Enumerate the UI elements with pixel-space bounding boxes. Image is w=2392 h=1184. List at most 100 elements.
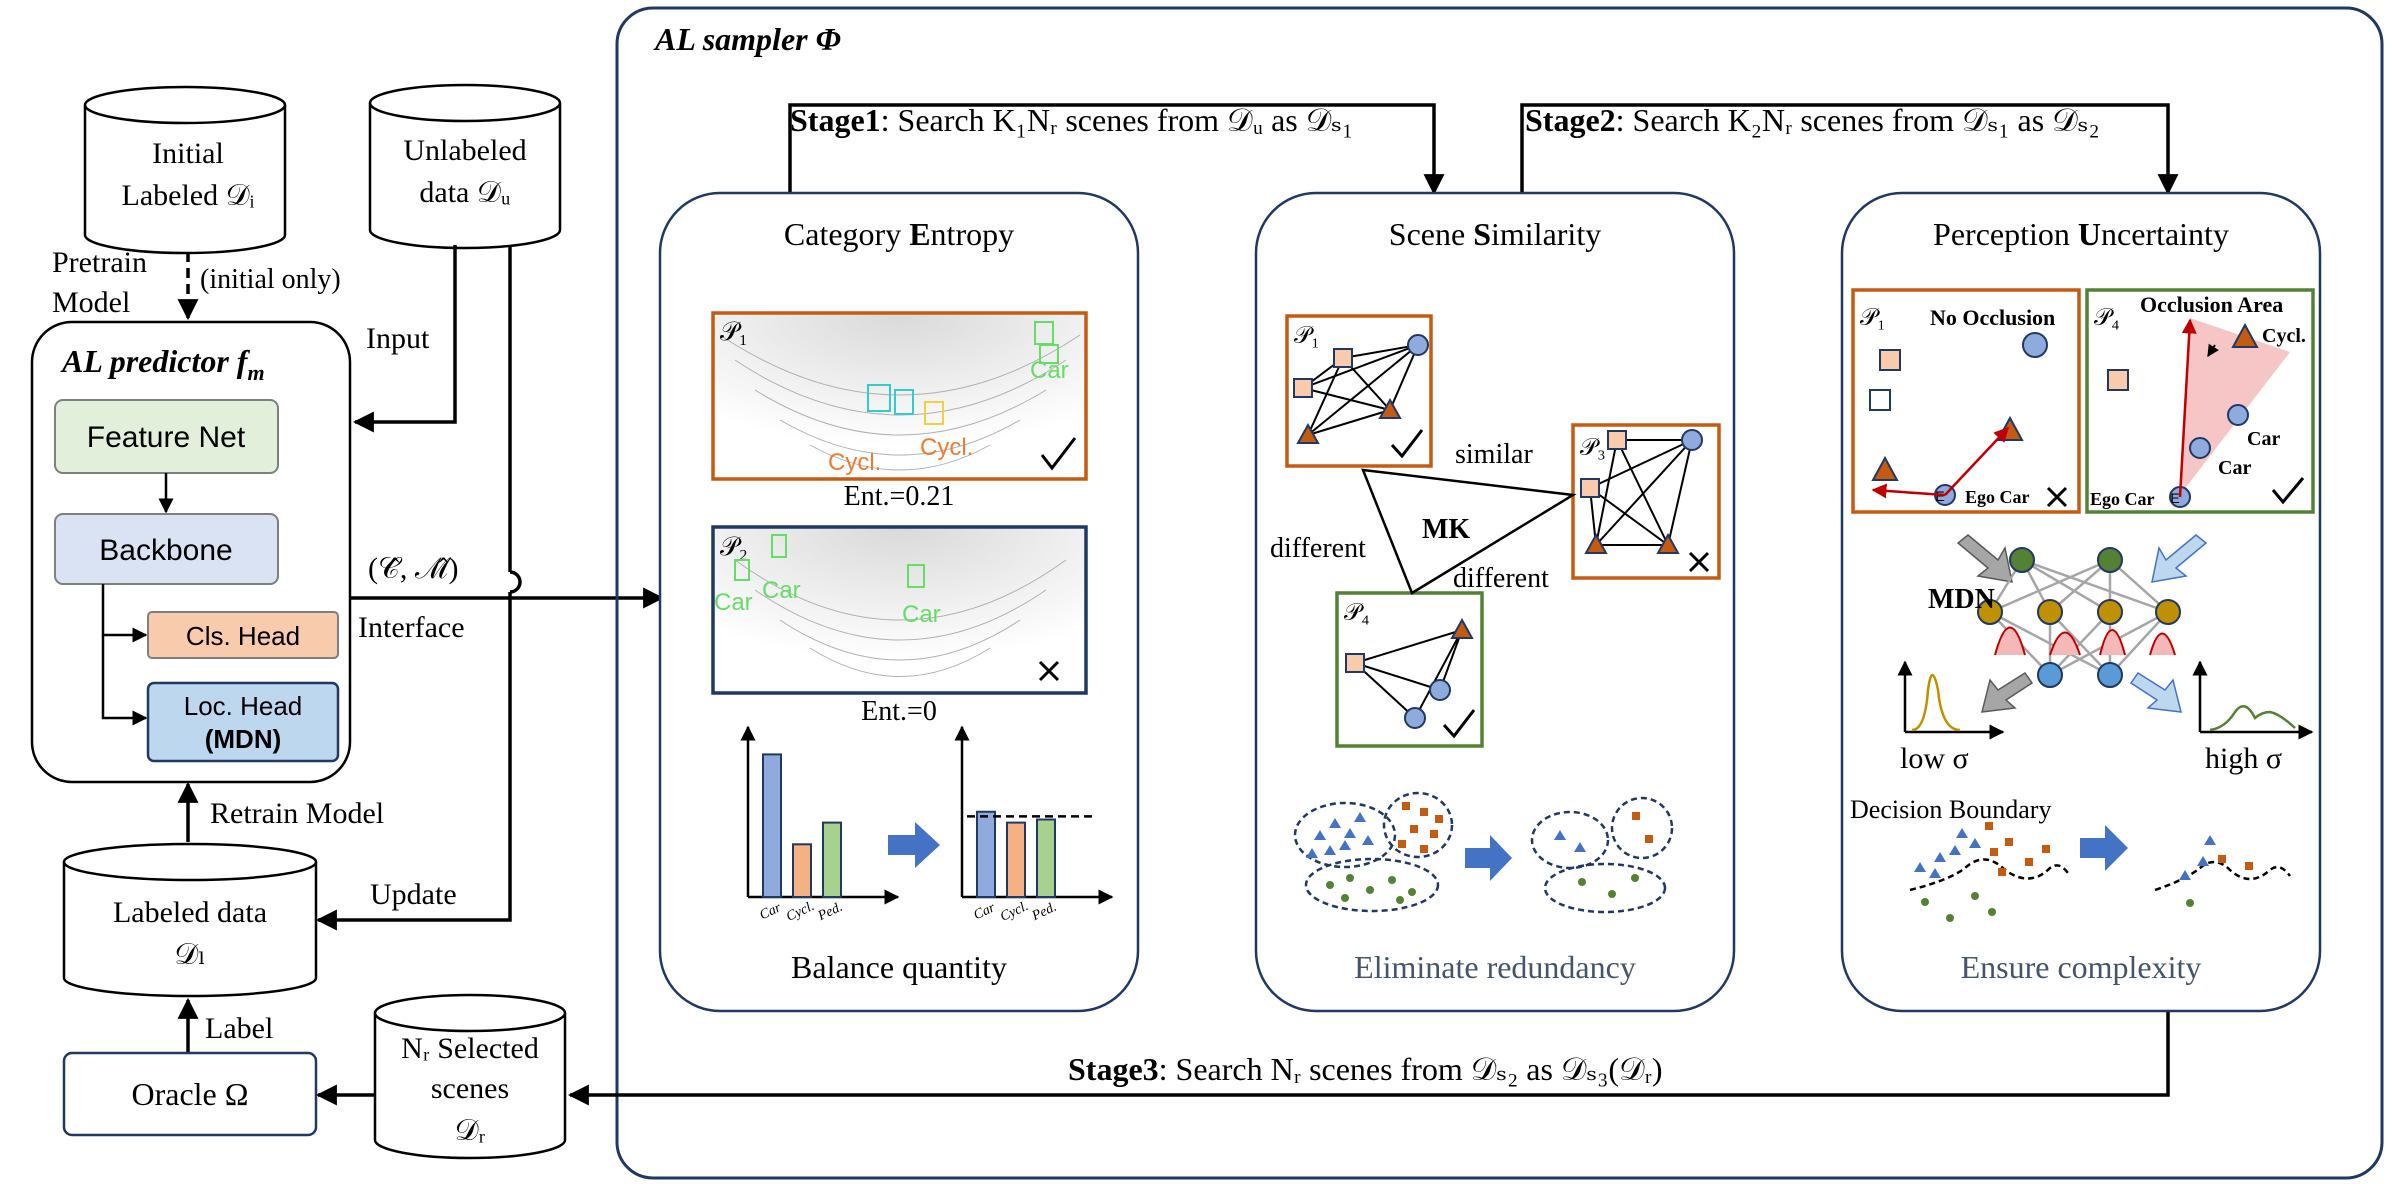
decision-boundary-label: Decision Boundary bbox=[1850, 795, 2051, 824]
ego-mark-right: E bbox=[2170, 490, 2179, 506]
label-label: Label bbox=[205, 1012, 273, 1045]
entropy-value-2: Ent.=0 bbox=[861, 696, 937, 727]
low-sigma-label: low σ bbox=[1900, 742, 1969, 775]
similarity-caption: Eliminate redundancy bbox=[1354, 949, 1636, 985]
right-arrow-icon bbox=[1465, 835, 1512, 881]
cross-icon bbox=[1038, 660, 1060, 682]
predictor-title: AL predictor fm bbox=[60, 343, 265, 385]
down-arrow-icon bbox=[1981, 671, 2034, 713]
feature-net-label: Feature Net bbox=[87, 421, 246, 454]
entropy-p2-box-car-2: Car bbox=[762, 577, 801, 604]
entropy-p2-box-car-3: Car bbox=[902, 601, 941, 628]
entropy-value-1: Ent.=0.21 bbox=[844, 481, 955, 512]
cls-head-block: Cls. Head bbox=[147, 611, 339, 659]
uncertainty-title: Perception Uncertainty bbox=[1933, 216, 2229, 252]
similarity-p4-label: 𝒫₄ bbox=[1344, 600, 1370, 626]
selected-db-line3: 𝒟ᵣ bbox=[455, 1114, 486, 1147]
bar bbox=[976, 810, 996, 898]
down-arrow-icon bbox=[2151, 534, 2208, 583]
stage2-text: Stage2: Search K₂Nᵣ scenes from 𝒟ₛ₁ as 𝒟… bbox=[1525, 102, 2100, 138]
ego-car-left-label: Ego Car bbox=[1965, 487, 2030, 507]
checkmark-icon bbox=[1390, 429, 1424, 459]
stage1-connector bbox=[788, 103, 1445, 196]
stage3-text: Stage3: Search Nᵣ scenes from 𝒟ₛ₂ as 𝒟ₛ₃… bbox=[1068, 1051, 1663, 1087]
oracle-label: Oracle Ω bbox=[131, 1076, 248, 1112]
checkmark-icon bbox=[1040, 437, 1077, 471]
clusters-before bbox=[1293, 791, 1454, 913]
selected-scenes-database: Nᵣ Selected scenes 𝒟ᵣ bbox=[373, 993, 567, 1160]
uncertainty-scene-p4: 𝒫₄ Occlusion Area Cycl. E Car Car Ego Ca… bbox=[2085, 288, 2315, 514]
entropy-scene-p1: 𝒫₁ Car Cycl. Cycl. bbox=[711, 311, 1088, 481]
uncertainty-p1-label: 𝒫₁ bbox=[1860, 305, 1886, 331]
backbone-label: Backbone bbox=[99, 534, 232, 567]
interface-math: (𝒞̂, ℳ̂) bbox=[368, 552, 458, 585]
entropy-p1-label: 𝒫₁ bbox=[720, 317, 748, 346]
mdn-label: MDN bbox=[1928, 584, 1995, 615]
right-arrow-icon bbox=[2080, 825, 2128, 871]
different-left-label: different bbox=[1270, 533, 1366, 564]
entropy-p1-box-cycl-2: Cycl. bbox=[920, 434, 973, 461]
ego-mark-left: E bbox=[1935, 488, 1944, 504]
perception-uncertainty-panel: Perception Uncertainty 𝒫₁ No Occlusion E… bbox=[1840, 191, 2322, 1013]
entropy-p2-label: 𝒫₂ bbox=[720, 532, 748, 561]
input-label: Input bbox=[366, 322, 430, 355]
entropy-scene-p2: 𝒫₂ Car Car Car bbox=[711, 525, 1088, 695]
car-label-2: Car bbox=[2218, 457, 2251, 479]
interface-label: Interface bbox=[358, 611, 465, 644]
category-entropy-panel: Category Entropy 𝒫₁ Car Cycl. Cycl. Ent.… bbox=[658, 191, 1140, 1013]
loc-head-label-line2: (MDN) bbox=[205, 724, 282, 754]
labeled-db-line1: Labeled data bbox=[113, 896, 267, 929]
low-sigma-plot bbox=[1897, 660, 2005, 740]
loc-head-block: Loc. Head (MDN) bbox=[146, 681, 340, 763]
oracle-block: Oracle Ω bbox=[62, 1051, 318, 1137]
pretrain-label-line1: Pretrain bbox=[52, 246, 147, 279]
entropy-p1-box-cycl-1: Cycl. bbox=[828, 449, 881, 476]
down-arrow-icon bbox=[1956, 534, 2013, 583]
similarity-graph-p4: 𝒫₄ bbox=[1335, 591, 1484, 748]
selected-db-line1: Nᵣ Selected bbox=[401, 1032, 539, 1065]
pretrain-label-line2: Model bbox=[52, 286, 130, 319]
high-sigma-plot bbox=[2192, 660, 2314, 740]
bar-chart-before: Car Cycl.Ped. bbox=[740, 725, 900, 925]
cross-icon bbox=[1688, 551, 1710, 573]
uncertainty-p4-label: 𝒫₄ bbox=[2094, 305, 2120, 331]
line-hop bbox=[509, 570, 522, 594]
input-arrow bbox=[352, 245, 457, 433]
mk-label: MK bbox=[1422, 514, 1470, 545]
retrain-label: Retrain Model bbox=[210, 797, 384, 830]
initial-db-line2: Labeled 𝒟ᵢ bbox=[122, 179, 255, 212]
bar bbox=[762, 753, 782, 899]
backbone-block: Backbone bbox=[54, 513, 279, 585]
cls-head-label: Cls. Head bbox=[186, 621, 300, 651]
stage2-connector bbox=[1520, 103, 2179, 196]
down-arrow-icon bbox=[2129, 671, 2182, 713]
similarity-graph-p1: 𝒫₁ bbox=[1285, 314, 1433, 468]
sampler-title: AL sampler Φ bbox=[653, 21, 841, 57]
selected-db-line2: scenes bbox=[431, 1072, 509, 1105]
similarity-graph-p3: 𝒫₃ bbox=[1571, 423, 1721, 580]
stage1-text: Stage1: Search K₁Nᵣ scenes from 𝒟ᵤ as 𝒟ₛ… bbox=[790, 102, 1353, 138]
mdn-network bbox=[1977, 547, 2181, 688]
no-occlusion-label: No Occlusion bbox=[1930, 305, 2055, 330]
entropy-caption: Balance quantity bbox=[791, 949, 1007, 985]
entropy-title: Category Entropy bbox=[784, 216, 1014, 252]
initial-db-line1: Initial bbox=[152, 137, 224, 170]
bar bbox=[1006, 821, 1026, 898]
update-arrow bbox=[315, 592, 512, 931]
labeled-database: Labeled data 𝒟ₗ bbox=[62, 842, 318, 998]
loc-head-label-line1: Loc. Head bbox=[184, 691, 303, 721]
feature-net-block: Feature Net bbox=[54, 399, 279, 474]
uncertainty-scene-p1: 𝒫₁ No Occlusion E Ego Car bbox=[1851, 288, 2081, 514]
al-sampler-frame: AL sampler Φ bbox=[615, 6, 2384, 1180]
labeled-db-line2: 𝒟ₗ bbox=[174, 938, 205, 971]
similarity-p1-label: 𝒫₁ bbox=[1294, 323, 1320, 349]
unlabeled-db-line2: data 𝒟ᵤ bbox=[419, 176, 510, 209]
scene-similarity-panel: Scene Similarity 𝒫₁ 𝒫₃ bbox=[1254, 191, 1736, 1013]
entropy-p2-box-car-1: Car bbox=[714, 589, 753, 616]
bar bbox=[822, 821, 842, 898]
stage3-connector bbox=[567, 1012, 2170, 1106]
similar-label: similar bbox=[1455, 439, 1533, 470]
checkmark-icon bbox=[2271, 477, 2305, 505]
high-sigma-label: high σ bbox=[2205, 742, 2282, 775]
mk-triangle bbox=[1361, 468, 1577, 595]
